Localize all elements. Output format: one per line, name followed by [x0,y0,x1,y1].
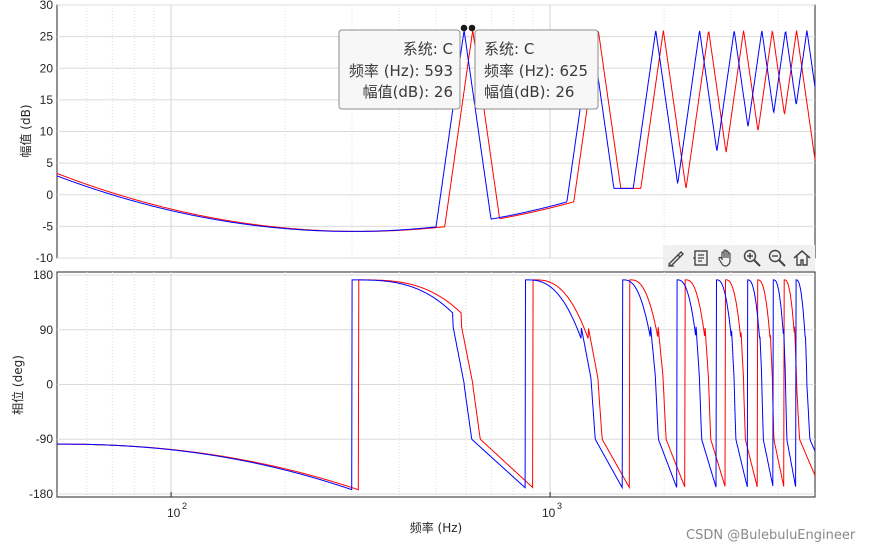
zoom-out-icon [768,249,786,267]
phase-y-tick-label: 0 [46,378,53,392]
watermark: CSDN @BulebuluEngineer [686,528,856,543]
pan-icon [718,249,731,267]
magnitude-series-red [56,29,816,232]
magnitude-y-tick-label: 5 [46,156,53,170]
pan-button[interactable] [715,247,737,269]
datatip-593[interactable]: 系统: C 频率 (Hz): 593 幅值(dB): 26 [338,24,468,110]
magnitude-y-tick-label: 30 [40,0,54,12]
phase-y-ticks: 180 90 0 -90 -180 [29,268,53,501]
brush-button[interactable] [665,247,687,269]
magnitude-curves [56,29,816,232]
phase-y-tick-label: 180 [33,268,53,282]
datatip-box [474,29,599,110]
datatip-frequency: 频率 (Hz): 593 [349,62,453,80]
datatip-magnitude: 幅值(dB): 26 [484,83,574,101]
magnitude-y-tick-label: 10 [40,125,54,139]
brush-icon [667,251,684,267]
datatip-box [338,29,461,110]
magnitude-y-tick-label: -5 [42,219,53,233]
xtick-base-100: 10 [167,506,181,520]
datatip-system: 系统: C [484,40,534,58]
magnitude-ylabel: 幅值 (dB) [18,104,33,157]
magnitude-y-tick-label: 25 [40,30,54,44]
xtick-base-1000: 10 [542,506,556,520]
magnitude-y-tick-label: 0 [46,188,53,202]
phase-y-tick-label: -180 [29,487,53,501]
x-tick-labels: 10 2 10 3 [167,501,562,520]
phase-axes[interactable]: 180 90 0 -90 -180 相位 (deg) [10,268,816,501]
phase-grid [57,272,815,497]
zoom-in-button[interactable] [741,247,763,269]
datatip-icon [692,250,708,266]
magnitude-y-ticks: 30 25 20 15 10 5 0 -5 -10 [36,0,54,265]
xtick-exp-100: 2 [182,501,187,511]
home-icon [793,250,811,266]
home-button[interactable] [791,247,813,269]
phase-y-tick-label: 90 [40,323,54,337]
phase-y-tick-label: -90 [36,432,54,446]
datatip-system: 系统: C [403,40,453,58]
magnitude-y-tick-label: 20 [40,61,54,75]
datatip-marker[interactable] [460,24,468,32]
xtick-exp-1000: 3 [557,501,562,511]
phase-series-blue [57,279,816,491]
axes-toolbar [663,245,815,271]
datatip-marker[interactable] [468,24,476,32]
datatip-button[interactable] [690,247,712,269]
zoom-in-icon [743,249,761,267]
datatip-magnitude: 幅值(dB): 26 [363,83,453,101]
zoom-out-button[interactable] [766,247,788,269]
magnitude-y-tick-label: -10 [36,251,54,265]
datatip-frequency: 频率 (Hz): 625 [484,62,588,80]
magnitude-series-blue [56,30,816,232]
magnitude-y-tick-label: 15 [40,93,54,107]
datatip-625[interactable]: 系统: C 频率 (Hz): 625 幅值(dB): 26 [468,24,599,110]
phase-curves [57,279,816,491]
phase-xlabel: 频率 (Hz) [410,520,463,535]
phase-ylabel: 相位 (deg) [10,355,25,415]
